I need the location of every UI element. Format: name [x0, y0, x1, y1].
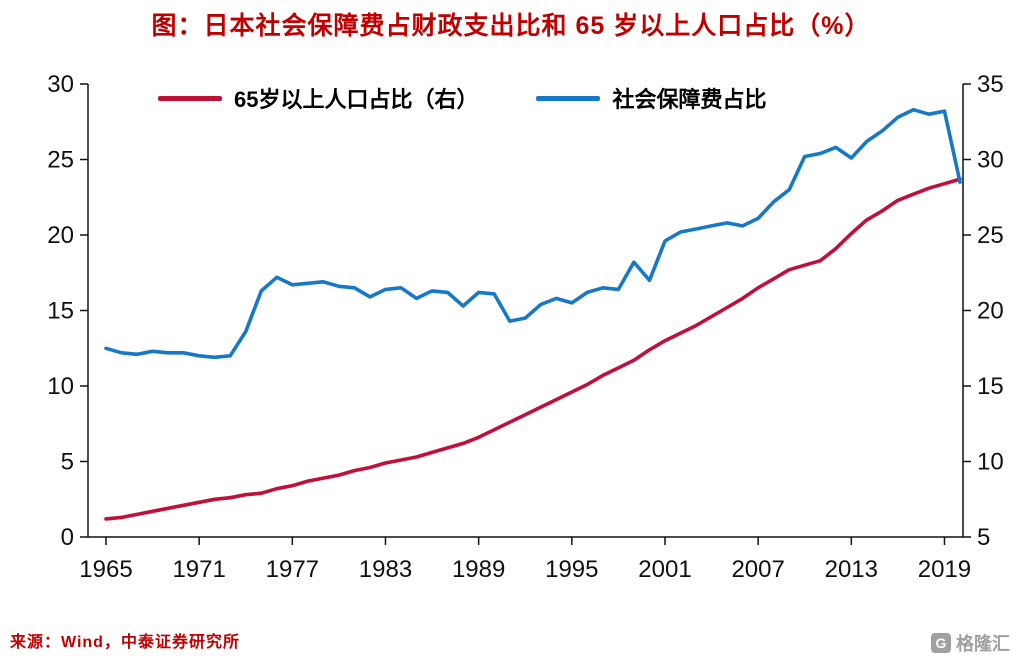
x-tick-label: 1989	[452, 556, 505, 583]
chart-legend: 65岁以上人口占比（右） 社会保障费占比	[158, 82, 767, 114]
x-tick-label: 2001	[638, 556, 691, 583]
x-tick-label: 1977	[266, 556, 319, 583]
x-tick-label: 2013	[825, 556, 878, 583]
right-tick-label: 30	[977, 147, 1004, 174]
right-tick-label: 5	[977, 524, 990, 551]
gelonghui-logo-icon: G	[931, 633, 951, 653]
right-tick-label: 10	[977, 449, 1004, 476]
series-line-0	[104, 177, 962, 521]
left-tick-label: 20	[47, 222, 74, 249]
x-tick-label: 2019	[918, 556, 971, 583]
right-tick-label: 25	[977, 222, 1004, 249]
chart-area: 0 5 10 15 20 25 30 5 10 15 20 25 30 35 1965 1971 1977 198…	[0, 58, 1022, 598]
x-tick-label: 1983	[359, 556, 412, 583]
legend-item-population: 65岁以上人口占比（右）	[158, 82, 478, 114]
right-tick-label: 15	[977, 373, 1004, 400]
legend-label-population: 65岁以上人口占比（右）	[234, 87, 479, 112]
legend-swatch-population	[158, 95, 222, 101]
x-tick-label: 2007	[731, 556, 784, 583]
legend-item-social-security: 社会保障费占比	[536, 82, 767, 114]
right-tick-label: 35	[977, 71, 1004, 98]
chart-svg: 0 5 10 15 20 25 30 5 10 15 20 25 30 35 1965 1971 1977 198…	[47, 71, 1004, 583]
right-tick-label: 20	[977, 298, 1004, 325]
chart-title: 图：日本社会保障费占财政支出比和 65 岁以上人口占比（%）	[151, 12, 871, 40]
left-tick-label: 30	[47, 71, 74, 98]
left-tick-label: 10	[47, 373, 74, 400]
legend-label-social-security: 社会保障费占比	[612, 87, 767, 112]
left-tick-label: 15	[47, 298, 74, 325]
left-tick-label: 0	[61, 524, 74, 551]
source-note: 来源：Wind，中泰证券研究所	[10, 634, 240, 651]
left-tick-label: 5	[61, 449, 74, 476]
left-tick-label: 25	[47, 147, 74, 174]
x-tick-label: 1995	[545, 556, 598, 583]
legend-swatch-social-security	[536, 95, 601, 101]
x-tick-label: 1965	[79, 556, 132, 583]
series-line-1	[104, 107, 962, 360]
watermark-label: 格隆汇	[956, 634, 1010, 654]
x-tick-label: 1971	[172, 556, 225, 583]
watermark: G 格隆汇	[931, 630, 1010, 656]
